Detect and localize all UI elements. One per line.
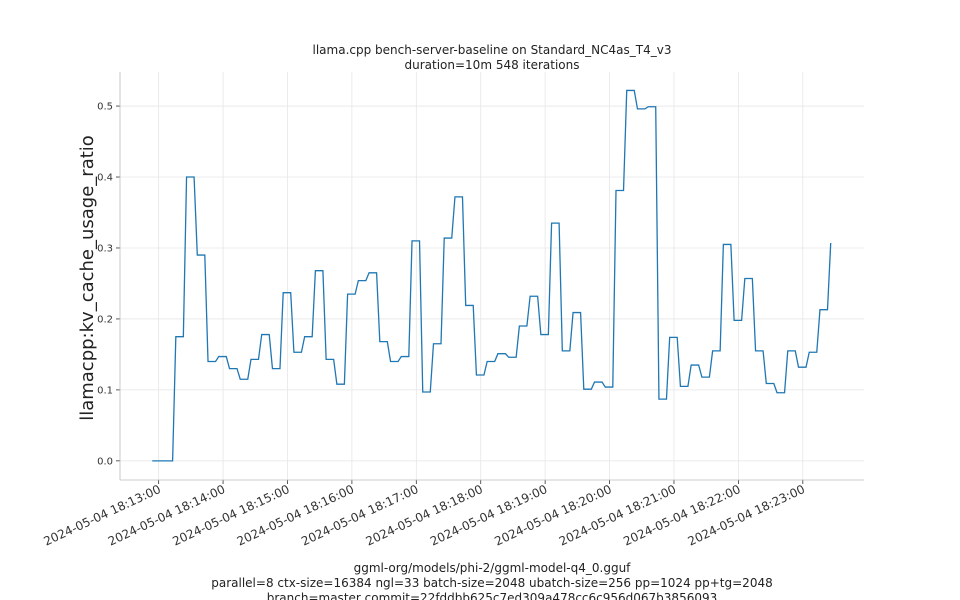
y-tick-label: 0.4 bbox=[97, 173, 113, 184]
x-tick-label: 2024-05-04 18:22:00 bbox=[621, 482, 742, 549]
x-tick-label: 2024-05-04 18:14:00 bbox=[106, 482, 227, 549]
data-line bbox=[152, 89, 832, 462]
x-tick-label: 2024-05-04 18:20:00 bbox=[492, 482, 613, 549]
x-axis-label: parallel=8 ctx-size=16384 ngl=33 batch-s… bbox=[211, 576, 772, 590]
x-axis-label: branch=master commit=22fddbb625c7ed309a4… bbox=[267, 591, 718, 600]
y-tick-label: 0.1 bbox=[97, 385, 113, 396]
y-tick-label: 0.3 bbox=[97, 243, 113, 254]
x-tick-label: 2024-05-04 18:19:00 bbox=[428, 482, 549, 549]
y-tick-label: 0.5 bbox=[97, 102, 113, 113]
x-tick-label: 2024-05-04 18:18:00 bbox=[364, 482, 485, 549]
x-axis-label: ggml-org/models/phi-2/ggml-model-q4_0.gg… bbox=[354, 561, 632, 575]
x-tick-label: 2024-05-04 18:17:00 bbox=[299, 482, 420, 549]
chart-subtitle: duration=10m 548 iterations bbox=[405, 58, 580, 72]
x-tick-label: 2024-05-04 18:21:00 bbox=[557, 482, 678, 549]
x-tick-label: 2024-05-04 18:15:00 bbox=[170, 482, 291, 549]
y-tick-label: 0.2 bbox=[97, 314, 113, 325]
chart-title: llama.cpp bench-server-baseline on Stand… bbox=[313, 43, 672, 57]
x-tick-label: 2024-05-04 18:13:00 bbox=[41, 482, 162, 549]
x-tick-label: 2024-05-04 18:23:00 bbox=[686, 482, 807, 549]
y-tick-label: 0.0 bbox=[97, 456, 113, 467]
y-axis-label: llamacpp:kv_cache_usage_ratio bbox=[77, 135, 98, 421]
x-tick-label: 2024-05-04 18:16:00 bbox=[235, 482, 356, 549]
